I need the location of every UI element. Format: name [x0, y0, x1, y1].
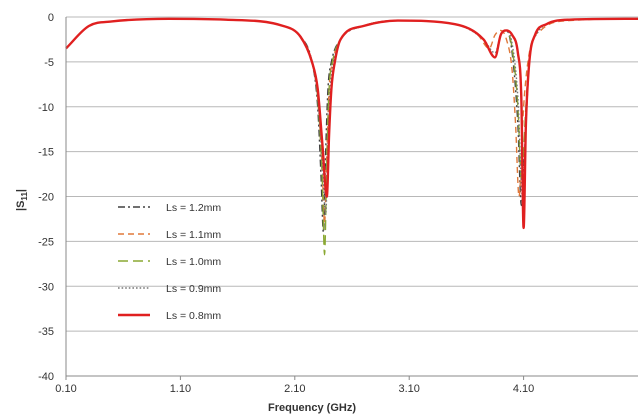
legend-label: Ls = 0.9mm — [166, 283, 221, 295]
x-tick-label: 3.10 — [398, 383, 419, 395]
grid-lines — [66, 16, 638, 377]
y-tick-label: -5 — [44, 57, 54, 69]
x-tick-label: 2.10 — [284, 383, 305, 395]
y-tick-label: 0 — [48, 12, 54, 24]
x-tick-label: 1.10 — [170, 383, 191, 395]
legend-label: Ls = 1.0mm — [166, 256, 221, 268]
x-tick-label: 0.10 — [55, 383, 76, 395]
series-line — [65, 18, 639, 216]
y-tick-label: -25 — [38, 236, 54, 248]
series-line — [65, 17, 639, 230]
legend-label: Ls = 1.1mm — [166, 229, 221, 241]
x-axis-title: Frequency (GHz) — [268, 402, 356, 414]
y-tick-label: -30 — [38, 281, 54, 293]
series-layer — [65, 17, 639, 256]
y-axis-title-sub: 11 — [20, 192, 29, 201]
series-line — [65, 18, 639, 225]
y-tick-label: -10 — [38, 102, 54, 114]
y-axis-title: |S11| — [15, 189, 29, 211]
legend-label: Ls = 0.8mm — [166, 310, 221, 322]
axes-layer — [65, 17, 638, 380]
y-axis-title-end: | — [15, 189, 27, 192]
y-tick-label: -40 — [38, 371, 54, 383]
y-tick-label: -20 — [38, 192, 54, 204]
y-tick-label: -35 — [38, 326, 54, 338]
x-tick-label: 4.10 — [513, 383, 534, 395]
y-axis-title-main: |S — [15, 201, 27, 211]
series-line — [65, 18, 639, 256]
legend-label: Ls = 1.2mm — [166, 202, 221, 214]
legend: Ls = 1.2mm Ls = 1.1mm Ls = 1.0mm Ls = 0.9mm… — [118, 202, 221, 322]
y-tick-label: -15 — [38, 147, 54, 159]
tick-labels: 0 -5 -10 -15 -20 -25 -30 -35 -400.10 1.10 2.10 3.10… — [38, 12, 534, 395]
series-line — [65, 18, 639, 234]
